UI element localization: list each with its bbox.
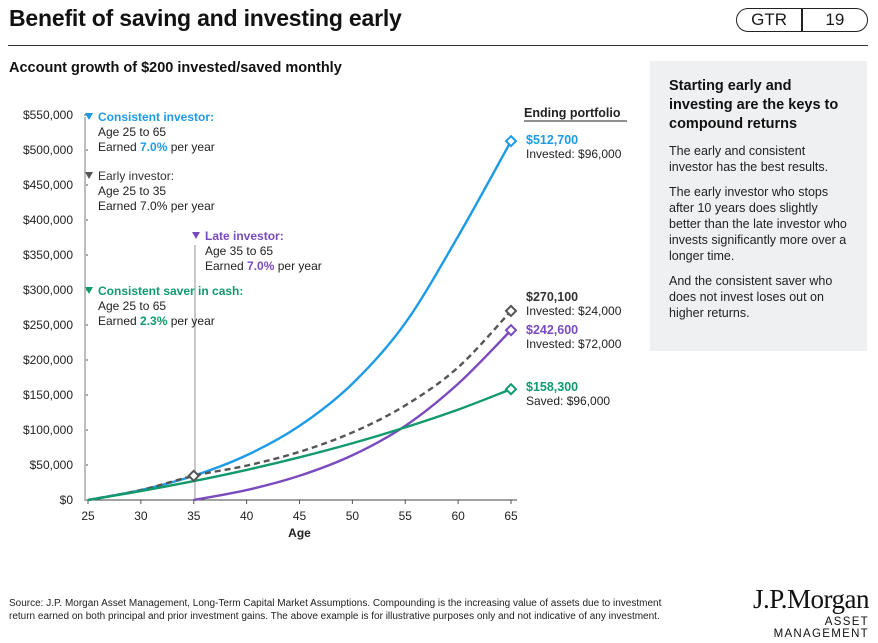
end-value-late_investor: $242,600 bbox=[526, 323, 578, 337]
end-note-late_investor: Invested: $72,000 bbox=[526, 337, 622, 351]
key-takeaways-panel: Starting early and investing are the key… bbox=[650, 61, 867, 351]
y-tick-label: $350,000 bbox=[23, 248, 73, 262]
legend-line-early_investor: Earned 7.0% per year bbox=[98, 199, 215, 213]
series-line-consistent_investor bbox=[87, 140, 513, 502]
end-note-early_investor: Invested: $24,000 bbox=[526, 304, 622, 318]
legend-line-late_investor: Age 35 to 65 bbox=[205, 244, 273, 258]
badge-guide-label: GTR bbox=[751, 10, 788, 29]
end-value-saver: $158,300 bbox=[526, 380, 578, 394]
end-value-consistent_investor: $512,700 bbox=[526, 133, 578, 147]
panel-heading: Starting early and investing are the key… bbox=[669, 78, 839, 132]
panel-paragraph-3: And the consistent saver who does not in… bbox=[669, 274, 833, 320]
legend-name-early_investor: Early investor: bbox=[98, 169, 174, 183]
end-marker-late_investor bbox=[504, 323, 518, 337]
legend-marker-consistent_investor bbox=[85, 113, 93, 120]
legend-line-early_investor: Age 25 to 35 bbox=[98, 184, 166, 198]
end-marker-early_investor bbox=[504, 304, 518, 318]
y-tick-label: $450,000 bbox=[23, 178, 73, 192]
page-badge: GTR 19 bbox=[736, 8, 868, 32]
x-tick-label: 45 bbox=[293, 509, 307, 523]
end-marker-consistent_investor bbox=[504, 134, 518, 148]
y-tick-label: $400,000 bbox=[23, 213, 73, 227]
legend-line-late_investor: Earned 7.0% per year bbox=[205, 259, 322, 273]
x-tick-label: 40 bbox=[240, 509, 254, 523]
badge-divider bbox=[801, 9, 803, 31]
badge-page-number: 19 bbox=[825, 10, 845, 29]
x-tick-label: 30 bbox=[134, 509, 148, 523]
early-investor-stop-marker bbox=[187, 469, 201, 483]
legend-name-late_investor: Late investor: bbox=[205, 229, 284, 243]
legend-line-consistent_investor: Earned 7.0% per year bbox=[98, 140, 215, 154]
panel-paragraph-1: The early and consistent investor has th… bbox=[669, 144, 829, 174]
y-tick-label: $200,000 bbox=[23, 353, 73, 367]
series-line-saver bbox=[87, 388, 512, 502]
brand-name: J.P.Morgan bbox=[752, 584, 870, 614]
source-footnote: Source: J.P. Morgan Asset Management, Lo… bbox=[9, 598, 662, 622]
chart-subtitle: Account growth of $200 invested/saved mo… bbox=[9, 60, 342, 76]
legend-name-saver: Consistent saver in cash: bbox=[98, 284, 243, 298]
end-value-early_investor: $270,100 bbox=[526, 290, 578, 304]
header-rule bbox=[8, 45, 868, 46]
legend-line-saver: Age 25 to 65 bbox=[98, 299, 166, 313]
y-tick-label: $500,000 bbox=[23, 143, 73, 157]
legend-marker-saver bbox=[85, 287, 93, 294]
y-tick-label: $300,000 bbox=[23, 283, 73, 297]
legend-name-consistent_investor: Consistent investor: bbox=[98, 110, 214, 124]
x-tick-label: 55 bbox=[399, 509, 413, 523]
ending-portfolio-header: Ending portfolio bbox=[524, 106, 621, 120]
legend-marker-early_investor bbox=[85, 172, 93, 179]
brand-subline: ASSET MANAGEMENT bbox=[773, 616, 869, 640]
x-tick-label: 25 bbox=[81, 509, 95, 523]
end-marker-saver bbox=[504, 382, 518, 396]
x-tick-label: 50 bbox=[346, 509, 360, 523]
y-tick-label: $550,000 bbox=[23, 108, 73, 122]
legend-line-saver: Earned 2.3% per year bbox=[98, 314, 215, 328]
y-tick-label: $150,000 bbox=[23, 388, 73, 402]
end-note-saver: Saved: $96,000 bbox=[526, 394, 610, 408]
y-tick-label: $0 bbox=[60, 493, 74, 507]
jpmorgan-logo: J.P.Morgan ASSET MANAGEMENT bbox=[729, 584, 870, 640]
x-tick-label: 35 bbox=[187, 509, 201, 523]
y-tick-label: $250,000 bbox=[23, 318, 73, 332]
x-tick-label: 60 bbox=[451, 509, 465, 523]
series-line-late_investor bbox=[193, 329, 512, 502]
legend-marker-late_investor bbox=[192, 232, 200, 239]
x-tick-label: 65 bbox=[504, 509, 518, 523]
growth-chart: $0 $50,000 $100,000 $150,000 $200,000 $250,00… bbox=[23, 106, 627, 540]
x-axis-title: Age bbox=[288, 526, 311, 540]
series-line-early_investor bbox=[87, 310, 512, 502]
end-note-consistent_investor: Invested: $96,000 bbox=[526, 147, 622, 161]
y-tick-label: $100,000 bbox=[23, 423, 73, 437]
legend-line-consistent_investor: Age 25 to 65 bbox=[98, 125, 166, 139]
panel-paragraph-2: The early investor who stops after 10 ye… bbox=[669, 185, 847, 263]
page-title: Benefit of saving and investing early bbox=[9, 5, 402, 31]
y-tick-label: $50,000 bbox=[30, 458, 74, 472]
